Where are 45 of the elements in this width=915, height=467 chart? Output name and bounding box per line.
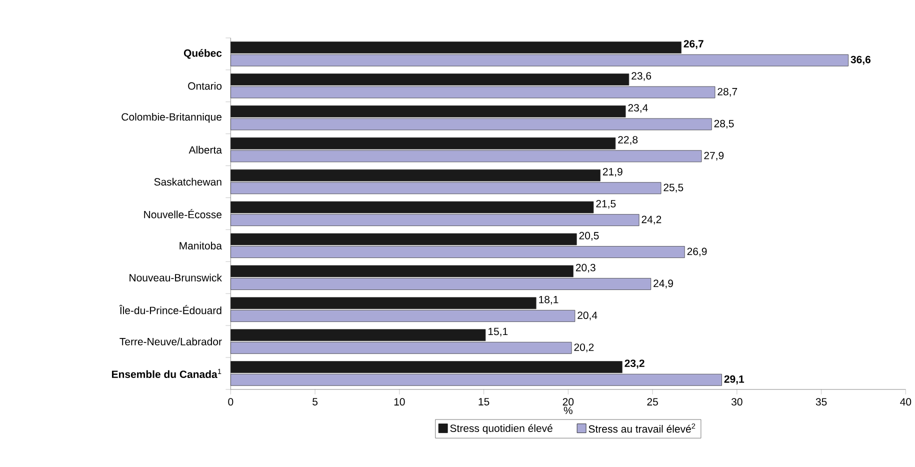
x-tick-label: 15 <box>478 398 490 406</box>
y-tick-label: Nouvelle-Écosse <box>144 208 222 218</box>
data-label: 25,5 <box>664 184 684 192</box>
x-tick-label: 5 <box>312 398 318 406</box>
y-tick-label: Île-du-Prince-Édouard <box>119 304 222 314</box>
data-label: 20,2 <box>574 343 594 352</box>
x-axis-title: % <box>564 406 572 414</box>
data-label: 22,8 <box>618 136 638 145</box>
legend-label: Stress au travail élevé$^{2}$ <box>588 423 696 433</box>
data-label: 26,9 <box>687 248 707 256</box>
data-label: 23,4 <box>628 104 648 113</box>
y-tick-label: Alberta <box>188 146 222 154</box>
y-tick-label: Colombie-Britannique <box>122 112 222 123</box>
data-label: 20,4 <box>578 311 598 320</box>
data-label: 29,1 <box>724 375 744 384</box>
data-label: 18,1 <box>539 296 558 304</box>
x-tick-label: 20 <box>562 398 574 406</box>
data-label: 24,2 <box>642 216 662 224</box>
data-label: 28,5 <box>714 120 734 128</box>
data-label: 28,7 <box>718 88 738 96</box>
legend-label: Stress quotidien élevé <box>450 424 552 434</box>
x-tick-label: 30 <box>732 398 742 406</box>
data-label: 15,1 <box>488 328 508 336</box>
data-label: 36,6 <box>850 56 871 65</box>
x-tick-label: 40 <box>900 398 912 406</box>
data-label: 27,9 <box>704 152 724 160</box>
y-tick-label: Terre-Neuve/Labrador <box>120 337 222 346</box>
data-label: 24,9 <box>654 280 673 288</box>
x-tick-label: 25 <box>647 398 658 406</box>
x-tick-label: 35 <box>816 398 827 406</box>
x-tick-label: 10 <box>394 398 405 406</box>
y-tick-label: Saskatchewan <box>154 178 222 186</box>
data-label: 21,9 <box>602 168 622 177</box>
y-tick-label: Québec <box>184 48 222 59</box>
data-label: 20,3 <box>576 264 596 272</box>
data-label: 23,2 <box>624 359 644 368</box>
data-label: 21,5 <box>596 200 616 208</box>
data-label: 23,6 <box>632 72 652 81</box>
y-tick-label: Manitoba <box>180 242 222 250</box>
data-label: 20,5 <box>579 232 599 240</box>
y-tick-label: Ontario <box>188 82 222 90</box>
y-tick-label: Nouveau-Brunswick <box>130 274 222 282</box>
y-tick-label: Ensemble du Canada$^{1}$ <box>112 368 222 378</box>
data-label: 26,7 <box>684 40 704 49</box>
x-tick-label: 0 <box>228 398 234 406</box>
